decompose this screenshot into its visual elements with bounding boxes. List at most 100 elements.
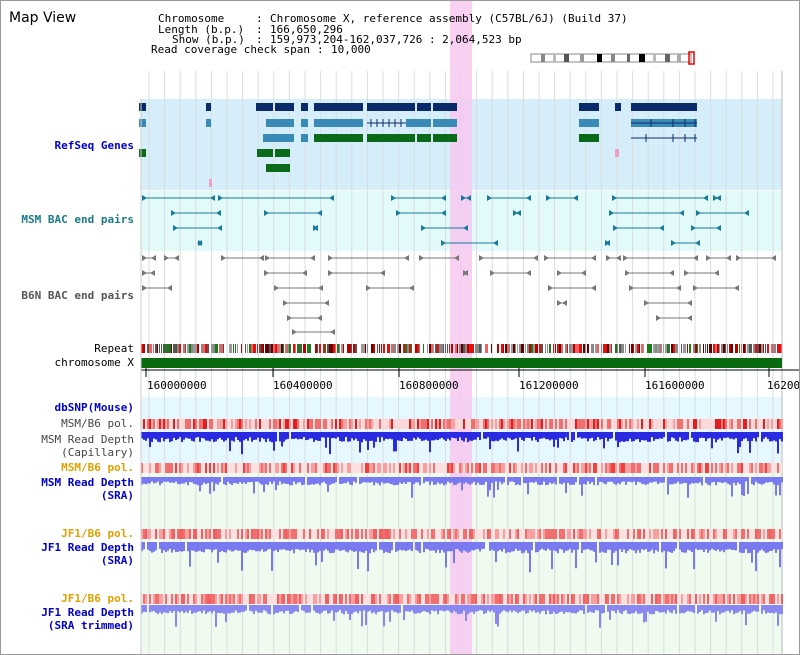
pol-heat-cell: [307, 419, 309, 429]
pol-heat-cell: [385, 463, 387, 473]
bac-end-marker: [150, 270, 155, 276]
read-depth-bar: [357, 432, 359, 441]
repeat-element: [689, 344, 691, 353]
read-depth-bar: [207, 477, 209, 484]
pol-heat-cell: [675, 529, 677, 539]
read-depth-bar: [161, 477, 163, 484]
pol-heat-cell: [503, 419, 505, 429]
read-depth-bar: [705, 605, 707, 613]
repeat-element: [491, 344, 492, 353]
pol-heat-cell: [365, 419, 367, 429]
read-depth-bar: [407, 432, 409, 441]
gene-block: [206, 103, 211, 111]
read-depth-bar: [511, 605, 513, 613]
read-depth-bar: [527, 542, 529, 554]
read-depth-bar: [221, 542, 223, 551]
repeat-element: [403, 344, 405, 353]
read-depth-bar: [205, 477, 207, 485]
read-depth-bar: [199, 477, 201, 492]
msm-read-depth-sra-sub[interactable]: (SRA): [100, 489, 134, 502]
bac-end-marker: [490, 270, 495, 276]
pol-heat-cell: [309, 419, 311, 429]
read-depth-bar: [171, 432, 173, 442]
read-depth-bar: [259, 477, 261, 484]
read-depth-bar: [631, 605, 633, 614]
read-depth-bar: [577, 542, 579, 550]
pol-heat-cell: [663, 594, 665, 604]
gene-block: [301, 134, 308, 142]
read-depth-bar: [591, 542, 593, 551]
pol-heat-cell: [305, 594, 307, 604]
bac-end-marker: [463, 225, 468, 231]
read-depth-bar: [471, 605, 473, 612]
jf1-read-depth-sra-sub[interactable]: (SRA): [100, 554, 134, 567]
pol-heat-cell: [719, 594, 721, 604]
read-depth-bar: [551, 477, 553, 485]
b6n-bac-label[interactable]: B6N BAC end pairs: [21, 289, 134, 302]
repeat-element: [233, 344, 234, 353]
read-depth-bar: [403, 432, 405, 438]
bac-end-marker: [283, 300, 288, 306]
pol-heat-cell: [773, 594, 775, 604]
read-depth-bar: [723, 542, 725, 553]
pol-heat-cell: [321, 529, 323, 539]
msm-read-depth-sra-label[interactable]: MSM Read Depth: [41, 476, 134, 489]
repeat-element: [409, 344, 412, 353]
read-depth-bar: [343, 542, 345, 550]
pol-heat-cell: [183, 594, 185, 604]
read-depth-bar: [349, 605, 351, 620]
pol-heat-cell: [279, 419, 281, 429]
repeat-element: [435, 344, 437, 353]
read-depth-bar: [197, 432, 199, 438]
read-depth-bar: [479, 477, 481, 485]
axis-tick-label: 161200000: [519, 379, 579, 392]
read-depth-bar: [741, 605, 743, 615]
read-depth-bar: [307, 477, 309, 485]
pol-heat-cell: [617, 419, 619, 429]
read-depth-bar: [687, 477, 689, 498]
pol-heat-cell: [699, 529, 701, 539]
show-value: 159,973,204-162,037,726 : 2,064,523 bp: [270, 33, 522, 46]
pol-heat-cell: [669, 594, 671, 604]
read-depth-bar: [187, 542, 189, 552]
read-depth-bar: [779, 605, 781, 615]
repeat-element: [391, 344, 393, 353]
dbsnp-label[interactable]: dbSNP(Mouse): [54, 401, 134, 414]
pol-heat-cell: [389, 463, 391, 473]
bac-end-marker: [310, 255, 315, 261]
jf1-read-depth-sra-label[interactable]: JF1 Read Depth: [41, 541, 134, 554]
pol-heat-cell: [433, 529, 435, 539]
pol-heat-cell: [201, 529, 203, 539]
read-depth-bar: [611, 432, 613, 439]
pol-heat-cell: [707, 529, 709, 539]
read-depth-bar: [753, 542, 755, 550]
read-depth-bar: [421, 605, 423, 612]
read-depth-bar: [733, 605, 735, 615]
read-depth-bar: [697, 477, 699, 484]
read-depth-bar: [421, 432, 423, 441]
bac-end-marker: [197, 240, 202, 246]
read-depth-bar: [491, 477, 493, 483]
read-depth-bar: [493, 605, 495, 613]
read-depth-bar: [315, 477, 317, 484]
pol-heat-cell: [225, 419, 227, 429]
pol-heat-cell: [419, 594, 421, 604]
pol-heat-cell: [295, 419, 297, 429]
refseq-genes-label[interactable]: RefSeq Genes: [54, 139, 134, 152]
read-depth-bar: [381, 432, 383, 438]
jf1-read-depth-trim-label[interactable]: JF1 Read Depth: [41, 606, 134, 619]
msm-bac-label[interactable]: MSM BAC end pairs: [21, 213, 134, 226]
read-depth-bar: [263, 477, 265, 493]
pol-heat-cell: [465, 463, 467, 473]
read-depth-bar: [687, 605, 689, 611]
pol-heat-cell: [195, 463, 197, 473]
read-depth-bar: [623, 542, 625, 550]
read-depth-bar: [585, 477, 587, 485]
pol-heat-cell: [283, 594, 285, 604]
read-depth-bar: [391, 432, 393, 440]
jf1-read-depth-trim-sub[interactable]: (SRA trimmed): [47, 619, 134, 632]
read-depth-bar: [583, 605, 585, 615]
read-depth-bar: [387, 432, 389, 440]
